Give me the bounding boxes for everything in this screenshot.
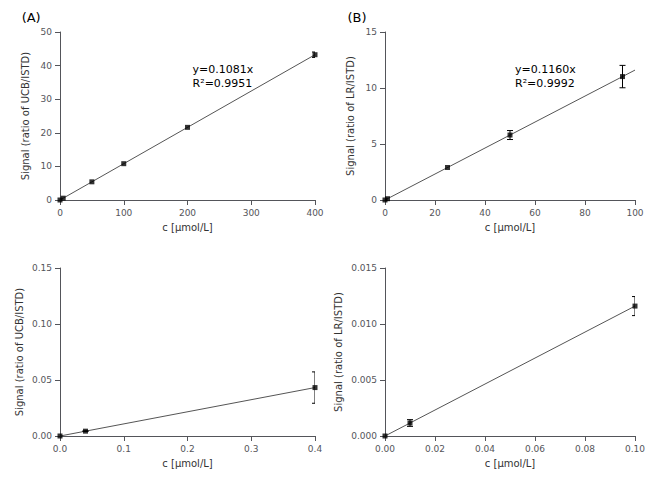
svg-text:(B): (B) bbox=[348, 10, 367, 25]
svg-text:100: 100 bbox=[626, 208, 643, 218]
svg-text:40: 40 bbox=[479, 208, 491, 218]
svg-text:R²=0.9992: R²=0.9992 bbox=[515, 77, 575, 90]
svg-text:0: 0 bbox=[46, 195, 52, 205]
svg-text:0.010: 0.010 bbox=[351, 319, 377, 329]
svg-text:50: 50 bbox=[41, 27, 53, 37]
svg-text:0.08: 0.08 bbox=[575, 444, 595, 454]
svg-text:0: 0 bbox=[382, 208, 388, 218]
svg-text:60: 60 bbox=[529, 208, 541, 218]
svg-text:200: 200 bbox=[179, 208, 196, 218]
svg-text:0.015: 0.015 bbox=[351, 263, 377, 273]
svg-text:0.4: 0.4 bbox=[308, 444, 323, 454]
svg-text:0.2: 0.2 bbox=[180, 444, 194, 454]
svg-text:0.10: 0.10 bbox=[625, 444, 645, 454]
svg-text:300: 300 bbox=[243, 208, 260, 218]
svg-text:c [μmol/L]: c [μmol/L] bbox=[485, 458, 536, 469]
svg-text:c [μmol/L]: c [μmol/L] bbox=[162, 458, 213, 469]
svg-text:Signal (ratio of UCB/ISTD): Signal (ratio of UCB/ISTD) bbox=[14, 288, 25, 416]
svg-text:0.005: 0.005 bbox=[351, 375, 377, 385]
svg-text:y=0.1081x: y=0.1081x bbox=[193, 63, 254, 76]
svg-text:100: 100 bbox=[115, 208, 132, 218]
svg-text:80: 80 bbox=[579, 208, 591, 218]
svg-text:Signal (ratio of UCB/ISTD): Signal (ratio of UCB/ISTD) bbox=[20, 52, 31, 180]
svg-text:0.0: 0.0 bbox=[53, 444, 68, 454]
svg-text:20: 20 bbox=[41, 128, 53, 138]
svg-text:Signal (ratio of LR/ISTD): Signal (ratio of LR/ISTD) bbox=[333, 292, 344, 412]
svg-text:0.3: 0.3 bbox=[244, 444, 258, 454]
svg-text:0: 0 bbox=[57, 208, 63, 218]
svg-text:(A): (A) bbox=[22, 10, 41, 25]
svg-text:0.02: 0.02 bbox=[425, 444, 445, 454]
svg-text:0.05: 0.05 bbox=[32, 375, 52, 385]
svg-text:0.1: 0.1 bbox=[117, 444, 131, 454]
svg-text:0.15: 0.15 bbox=[32, 263, 52, 273]
svg-text:c [μmol/L]: c [μmol/L] bbox=[162, 222, 213, 233]
svg-text:0.000: 0.000 bbox=[351, 431, 377, 441]
svg-text:5: 5 bbox=[371, 139, 377, 149]
svg-text:0.04: 0.04 bbox=[475, 444, 495, 454]
svg-text:0.00: 0.00 bbox=[32, 431, 52, 441]
svg-text:Signal (ratio of LR/ISTD): Signal (ratio of LR/ISTD) bbox=[345, 56, 356, 176]
svg-text:0.06: 0.06 bbox=[525, 444, 545, 454]
svg-text:15: 15 bbox=[366, 27, 377, 37]
svg-text:10: 10 bbox=[41, 161, 53, 171]
svg-text:10: 10 bbox=[366, 83, 378, 93]
svg-text:0.10: 0.10 bbox=[32, 319, 52, 329]
svg-text:30: 30 bbox=[41, 94, 53, 104]
svg-text:20: 20 bbox=[429, 208, 441, 218]
svg-text:0: 0 bbox=[371, 195, 377, 205]
svg-text:0.00: 0.00 bbox=[375, 444, 395, 454]
svg-text:c [μmol/L]: c [μmol/L] bbox=[485, 222, 536, 233]
svg-text:40: 40 bbox=[41, 61, 53, 71]
svg-text:y=0.1160x: y=0.1160x bbox=[515, 63, 576, 76]
svg-text:R²=0.9951: R²=0.9951 bbox=[193, 77, 253, 90]
svg-text:400: 400 bbox=[306, 208, 323, 218]
